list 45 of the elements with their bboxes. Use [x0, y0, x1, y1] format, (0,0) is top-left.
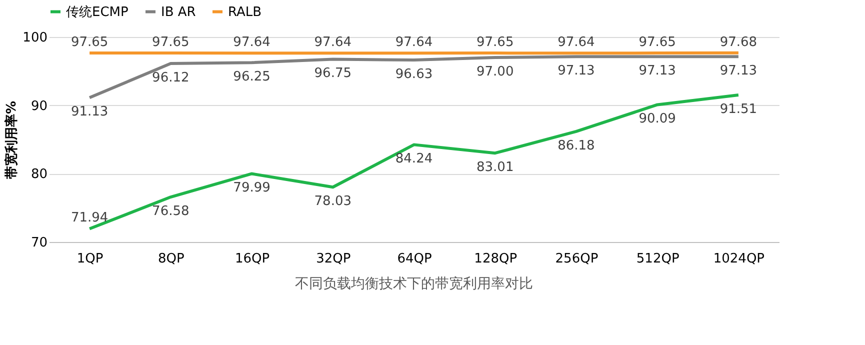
- data-label: 90.09: [638, 112, 676, 127]
- y-axis-title: 带宽利用率%: [4, 100, 20, 180]
- x-tick-label: 128QP: [474, 252, 518, 266]
- x-tick-label: 16QP: [234, 252, 270, 266]
- x-tick-label: 1024QP: [713, 252, 765, 266]
- y-tick-label: 90: [30, 98, 48, 114]
- data-label: 96.12: [152, 70, 190, 86]
- x-tick-label: 256QP: [555, 252, 598, 266]
- data-label: 83.01: [476, 160, 514, 176]
- y-tick-label: 80: [30, 167, 48, 182]
- data-label: 97.13: [638, 64, 676, 79]
- data-label: 71.94: [70, 210, 108, 226]
- data-label: 97.13: [720, 64, 758, 79]
- legend-label: 传统ECMP: [66, 4, 129, 20]
- data-label: 91.13: [70, 104, 108, 120]
- data-label: 97.65: [476, 35, 514, 50]
- data-label: 96.75: [314, 66, 352, 82]
- data-label: 91.51: [720, 102, 758, 118]
- legend-label: IB AR: [161, 4, 196, 20]
- legend-label: RALB: [228, 4, 262, 20]
- data-label: 97.64: [558, 35, 595, 50]
- data-label: 76.58: [152, 204, 190, 220]
- data-label: 97.13: [558, 64, 595, 79]
- x-tick-label: 8QP: [158, 252, 184, 266]
- data-label: 96.63: [395, 67, 433, 82]
- data-label: 86.18: [558, 138, 595, 154]
- data-label: 78.03: [314, 194, 352, 210]
- data-label: 97.65: [152, 35, 190, 50]
- data-label: 97.68: [720, 34, 758, 50]
- data-label: 97.65: [70, 35, 108, 50]
- y-tick-label: 100: [22, 30, 48, 46]
- data-label: 97.64: [395, 35, 433, 50]
- x-tick-label: 512QP: [636, 252, 680, 266]
- data-label: 79.99: [233, 180, 270, 196]
- data-label: 97.64: [233, 35, 270, 50]
- x-tick-label: 32QP: [316, 252, 351, 266]
- data-label: 97.00: [476, 64, 514, 80]
- y-tick-label: 70: [30, 236, 48, 250]
- data-label: 96.25: [233, 70, 270, 85]
- data-label: 97.64: [314, 35, 352, 50]
- data-label: 97.65: [638, 35, 676, 50]
- x-tick-label: 64QP: [397, 252, 432, 266]
- text: 不同负载均衡技术下的带宽利用率对比: [295, 276, 533, 292]
- data-label: 84.24: [395, 152, 433, 167]
- x-tick-label: 1QP: [76, 252, 104, 266]
